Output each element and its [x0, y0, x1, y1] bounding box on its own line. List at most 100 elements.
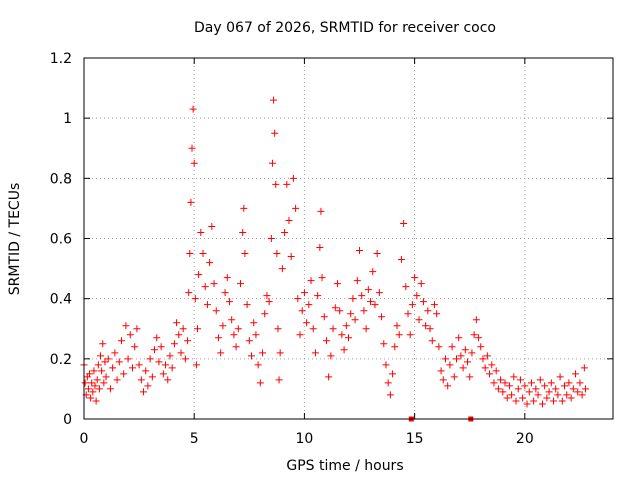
data-point	[195, 271, 203, 279]
data-point	[212, 307, 220, 315]
data-point	[144, 382, 152, 390]
axis-ticks: 0 5 10 15 20 0 0.2 0.4 0.6 0.8 1 1.2	[50, 51, 613, 447]
data-point	[503, 394, 511, 402]
data-point	[547, 379, 555, 387]
data-point	[362, 325, 370, 333]
data-point	[371, 301, 379, 309]
data-point	[281, 228, 289, 236]
data-point	[190, 159, 198, 167]
y-tick-label: 1.2	[50, 51, 72, 67]
data-point	[444, 382, 452, 390]
data-point	[208, 222, 216, 230]
data-point	[364, 286, 372, 294]
data-point	[450, 373, 458, 381]
data-point	[541, 382, 549, 390]
data-point	[254, 361, 262, 369]
data-point	[102, 373, 110, 381]
data-point	[170, 340, 178, 348]
data-point	[576, 379, 584, 387]
data-point	[472, 316, 480, 324]
data-point	[519, 394, 527, 402]
data-point	[203, 301, 211, 309]
data-point	[417, 280, 425, 288]
data-point	[400, 219, 408, 227]
data-point	[428, 337, 436, 345]
data-point	[91, 382, 99, 390]
data-point	[146, 355, 154, 363]
data-point	[93, 376, 101, 384]
data-point	[430, 301, 438, 309]
data-point	[439, 376, 447, 384]
data-point	[483, 352, 491, 360]
data-point	[177, 349, 185, 357]
x-tick-label: 0	[80, 431, 89, 447]
x-tick-label: 20	[516, 431, 534, 447]
data-point	[395, 331, 403, 339]
data-point	[441, 355, 449, 363]
data-point	[181, 355, 189, 363]
data-point	[270, 96, 278, 104]
data-point	[508, 391, 516, 399]
data-point	[131, 343, 139, 351]
data-point	[380, 340, 388, 348]
data-point	[115, 358, 123, 366]
data-point	[126, 331, 134, 339]
data-point	[120, 370, 128, 378]
data-point	[84, 385, 92, 393]
data-point	[382, 361, 390, 369]
data-point	[87, 394, 95, 402]
data-point	[545, 388, 553, 396]
data-point	[101, 358, 109, 366]
data-point	[578, 391, 586, 399]
data-point	[278, 265, 286, 273]
data-point	[351, 316, 359, 324]
data-point	[318, 274, 326, 282]
data-point	[563, 391, 571, 399]
data-point	[307, 277, 315, 285]
data-point	[298, 307, 306, 315]
data-point	[168, 364, 176, 372]
data-point	[179, 325, 187, 333]
data-point	[316, 244, 324, 252]
data-point	[322, 337, 330, 345]
data-point	[358, 292, 366, 300]
data-point	[186, 250, 194, 258]
x-tick-label: 10	[296, 431, 314, 447]
data-point	[569, 385, 577, 393]
x-axis-label: GPS time / hours	[286, 458, 403, 474]
data-point	[292, 204, 300, 212]
data-point	[494, 385, 502, 393]
data-point	[435, 343, 443, 351]
chart-title: Day 067 of 2026, SRMTID for receiver coc…	[194, 20, 496, 36]
data-point	[81, 379, 89, 387]
data-point	[402, 283, 410, 291]
data-point	[329, 325, 337, 333]
data-point	[275, 376, 283, 384]
data-point	[289, 174, 297, 182]
data-point	[433, 310, 441, 318]
data-point	[466, 373, 474, 381]
data-point	[525, 388, 533, 396]
y-tick-label: 0.6	[50, 232, 72, 248]
data-point	[419, 298, 427, 306]
y-tick-label: 0	[63, 412, 72, 428]
data-point	[157, 343, 165, 351]
data-point	[106, 385, 114, 393]
data-point	[285, 216, 293, 224]
data-point	[367, 298, 375, 306]
data-point	[155, 358, 163, 366]
data-point	[234, 325, 242, 333]
data-point	[184, 337, 192, 345]
data-point	[356, 247, 364, 255]
data-point	[397, 256, 405, 264]
data-point	[311, 349, 319, 357]
data-point	[554, 391, 562, 399]
data-point	[514, 385, 522, 393]
data-point	[94, 361, 102, 369]
data-point	[259, 349, 267, 357]
data-point	[314, 292, 322, 300]
data-point	[327, 352, 335, 360]
data-point	[124, 355, 132, 363]
data-point	[274, 325, 282, 333]
data-point	[272, 180, 280, 188]
